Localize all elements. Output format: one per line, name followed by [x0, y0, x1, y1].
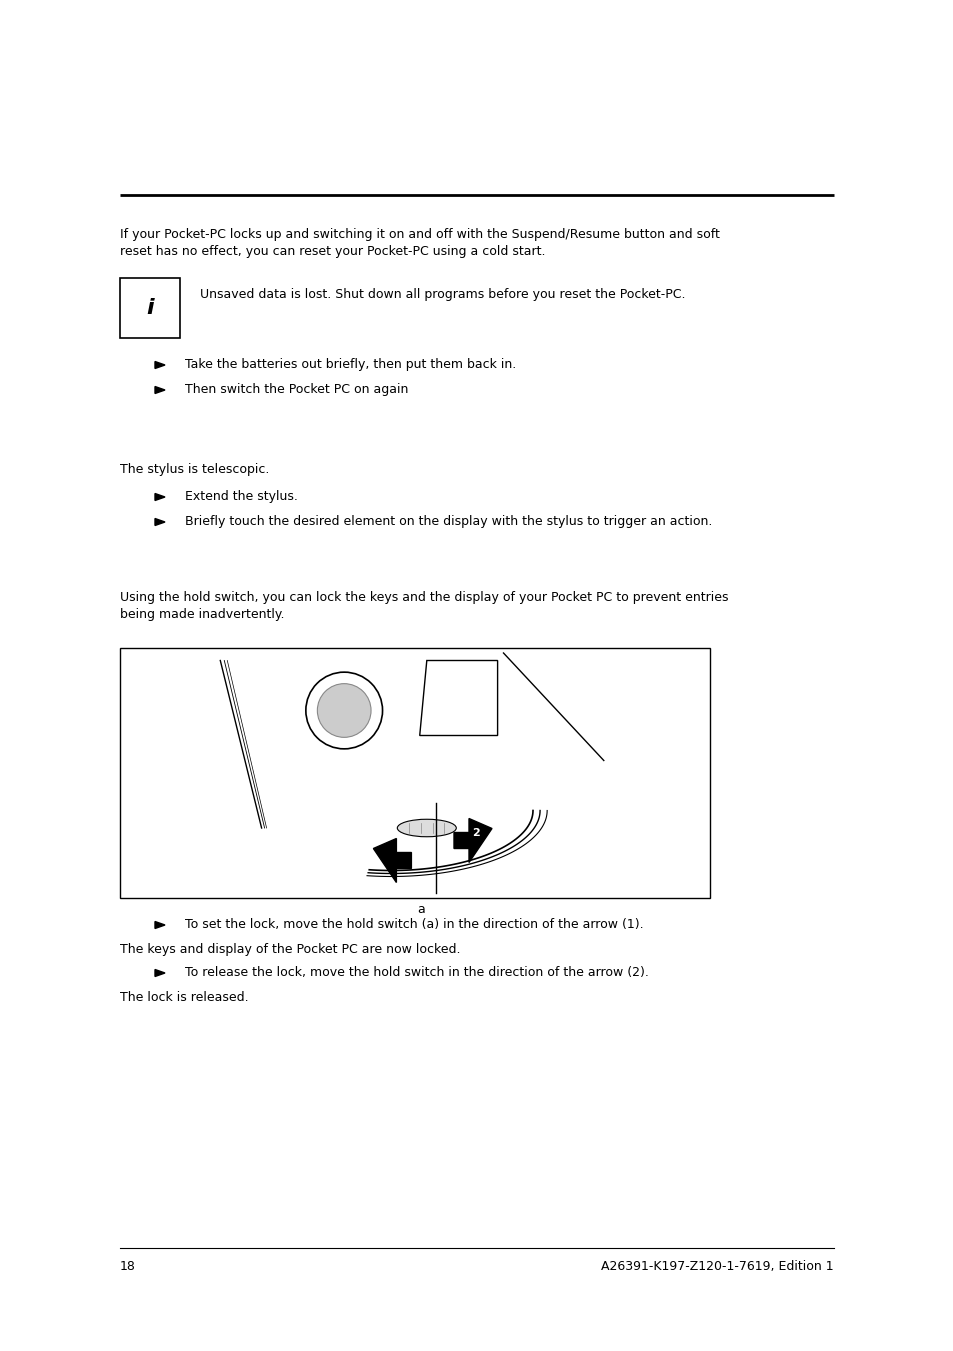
Text: i: i — [146, 299, 153, 317]
Text: Unsaved data is lost. Shut down all programs before you reset the Pocket-PC.: Unsaved data is lost. Shut down all prog… — [200, 288, 685, 301]
Polygon shape — [154, 362, 165, 369]
Text: Take the batteries out briefly, then put them back in.: Take the batteries out briefly, then put… — [185, 358, 516, 372]
Text: A26391-K197-Z120-1-7619, Edition 1: A26391-K197-Z120-1-7619, Edition 1 — [600, 1260, 833, 1273]
Text: Using the hold switch, you can lock the keys and the display of your Pocket PC t: Using the hold switch, you can lock the … — [120, 590, 728, 621]
Polygon shape — [154, 921, 165, 928]
Text: To release the lock, move the hold switch in the direction of the arrow (2).: To release the lock, move the hold switc… — [185, 966, 648, 979]
Text: 2: 2 — [472, 828, 479, 838]
Text: Extend the stylus.: Extend the stylus. — [185, 490, 297, 503]
Polygon shape — [154, 519, 165, 526]
Text: Then switch the Pocket PC on again: Then switch the Pocket PC on again — [185, 382, 408, 396]
Text: The stylus is telescopic.: The stylus is telescopic. — [120, 463, 269, 476]
Bar — [120, 648, 709, 898]
Text: The keys and display of the Pocket PC are now locked.: The keys and display of the Pocket PC ar… — [120, 943, 460, 957]
Polygon shape — [154, 493, 165, 500]
Ellipse shape — [396, 819, 456, 836]
Text: Briefly touch the desired element on the display with the stylus to trigger an a: Briefly touch the desired element on the… — [185, 515, 712, 528]
Polygon shape — [154, 386, 165, 393]
Circle shape — [306, 673, 382, 748]
Polygon shape — [154, 970, 165, 977]
Text: a: a — [416, 902, 424, 916]
Bar — [120, 278, 180, 338]
Polygon shape — [454, 819, 492, 862]
Text: If your Pocket-PC locks up and switching it on and off with the Suspend/Resume b: If your Pocket-PC locks up and switching… — [120, 228, 720, 258]
Text: The lock is released.: The lock is released. — [120, 992, 249, 1004]
Text: 18: 18 — [120, 1260, 135, 1273]
Polygon shape — [373, 839, 411, 882]
Text: To set the lock, move the hold switch (a) in the direction of the arrow (1).: To set the lock, move the hold switch (a… — [185, 917, 643, 931]
Circle shape — [317, 684, 371, 738]
